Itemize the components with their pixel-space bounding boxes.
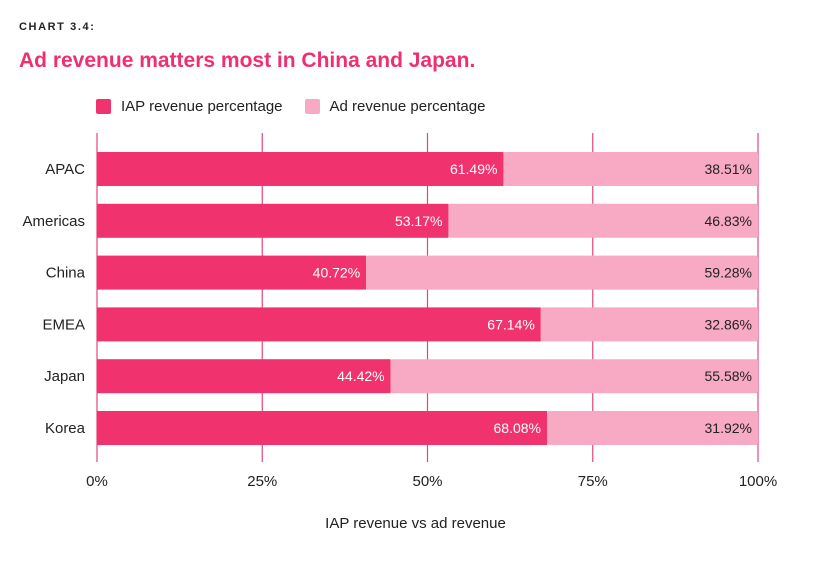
bar-value-label: 44.42%: [337, 368, 384, 384]
x-axis-title: IAP revenue vs ad revenue: [325, 515, 506, 532]
bar-segment: [547, 411, 758, 445]
x-tick-label: 25%: [247, 473, 277, 490]
category-label: Korea: [45, 420, 86, 437]
category-label: China: [46, 265, 86, 282]
bar-value-label: 46.83%: [705, 213, 752, 229]
bar-value-label: 31.92%: [705, 420, 752, 436]
bar-value-label: 67.14%: [487, 316, 534, 332]
x-tick-label: 0%: [86, 473, 108, 490]
bar-segment: [503, 152, 758, 186]
bar-segment: [448, 203, 758, 238]
x-tick-label: 50%: [412, 473, 442, 490]
chart-title: Ad revenue matters most in China and Jap…: [19, 49, 476, 72]
bar-segment: [97, 255, 367, 290]
chart-number-label: CHART 3.4:: [19, 21, 96, 33]
bar-value-label: 59.28%: [705, 265, 752, 281]
legend-label-ad: Ad revenue percentage: [329, 98, 486, 115]
category-label: Japan: [44, 368, 85, 385]
bar-value-label: 55.58%: [705, 368, 752, 384]
category-label: EMEA: [42, 316, 85, 333]
legend: IAP revenue percentage Ad revenue percen…: [96, 98, 507, 115]
legend-item-ad: Ad revenue percentage: [304, 98, 486, 115]
bar-value-label: 38.51%: [705, 161, 752, 177]
bar-value-label: 61.49%: [450, 161, 497, 177]
legend-item-iap: IAP revenue percentage: [96, 98, 283, 115]
x-tick-label: 75%: [578, 473, 608, 490]
bar-segment: [540, 307, 758, 342]
bar-value-label: 40.72%: [313, 265, 360, 281]
category-label: APAC: [45, 161, 85, 178]
bar-segment: [97, 359, 391, 394]
bar-segment: [97, 411, 548, 445]
legend-swatch-iap: [96, 99, 111, 114]
bar-segment: [97, 203, 449, 238]
bar-value-label: 68.08%: [494, 420, 541, 436]
bar-segment: [97, 307, 541, 342]
bar-value-label: 32.86%: [705, 316, 752, 332]
legend-label-iap: IAP revenue percentage: [121, 98, 283, 115]
bar-segment: [97, 152, 504, 186]
legend-swatch-ad: [304, 99, 320, 114]
bar-segment: [366, 255, 758, 290]
bar-segment: [390, 359, 758, 394]
category-label: Americas: [22, 213, 85, 230]
x-tick-label: 100%: [739, 473, 777, 490]
bar-value-label: 53.17%: [395, 213, 442, 229]
